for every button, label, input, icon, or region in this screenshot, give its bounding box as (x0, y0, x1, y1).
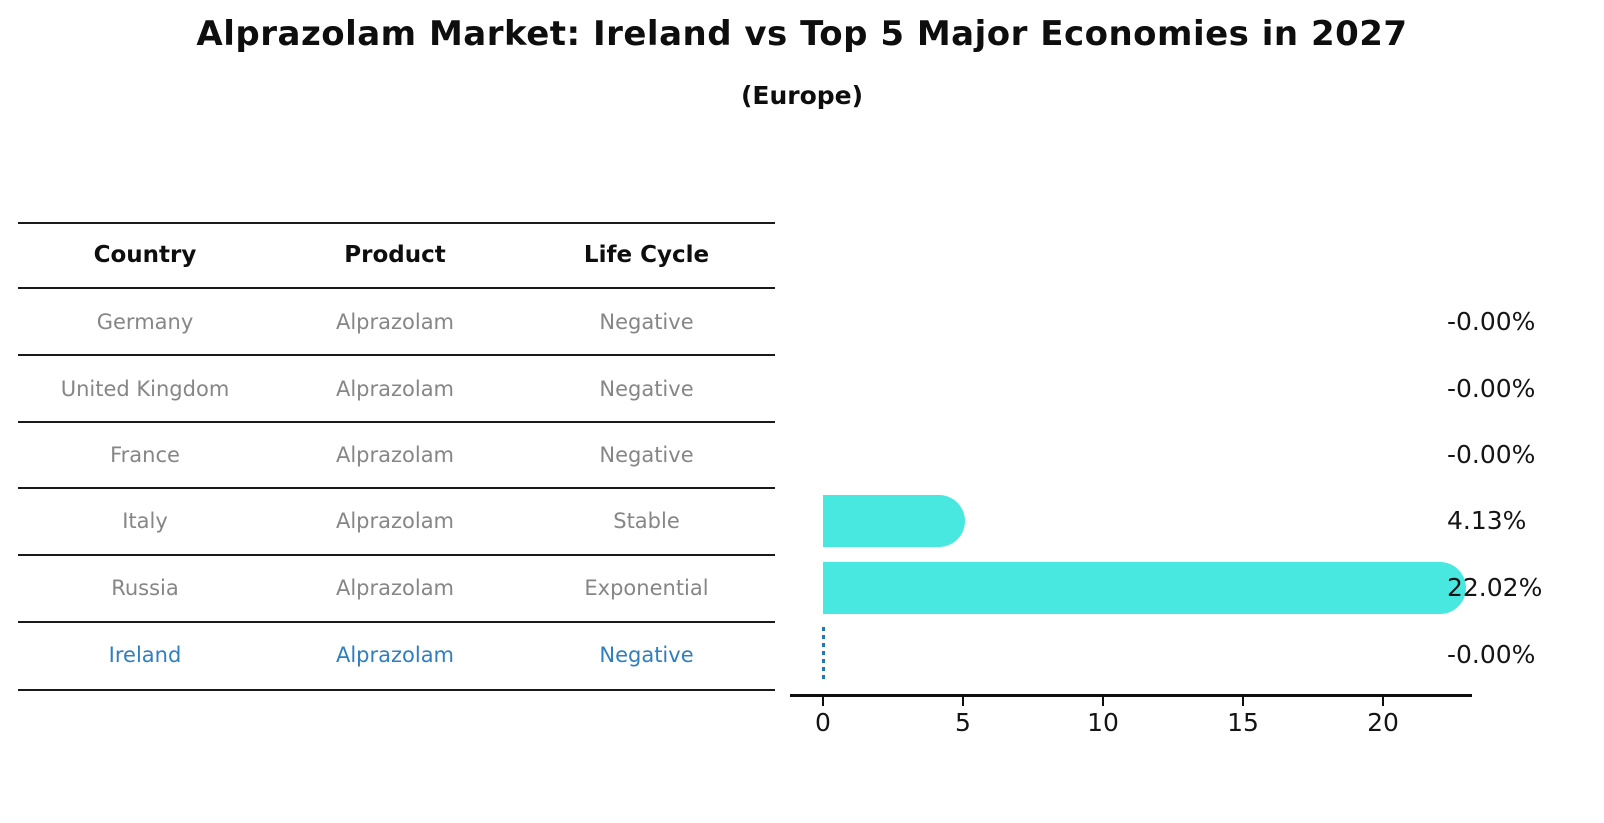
x-tick-label: 5 (955, 708, 971, 737)
x-tick (822, 695, 824, 706)
header-product: Product (344, 242, 446, 268)
cell-product: Alprazolam (335, 377, 455, 401)
table-row-ireland: Ireland Alprazolam Negative (18, 640, 775, 670)
value-label: -0.00% (1447, 374, 1536, 403)
cell-product: Alprazolam (335, 576, 455, 600)
table-row-germany: Germany Alprazolam Negative (18, 307, 775, 337)
cell-life-cycle: Stable (613, 509, 680, 533)
cell-life-cycle: Negative (599, 643, 694, 667)
table-row-france: France Alprazolam Negative (18, 440, 775, 470)
cell-product: Alprazolam (335, 310, 455, 334)
table-top-rule (18, 222, 775, 224)
x-tick-label: 10 (1087, 708, 1119, 737)
x-tick-label: 0 (815, 708, 831, 737)
x-tick (1102, 695, 1104, 706)
table-row-rule (18, 621, 775, 623)
bar-italy (823, 495, 965, 547)
cell-country: Italy (122, 509, 168, 533)
table-row-russia: Russia Alprazolam Exponential (18, 573, 775, 603)
value-label: 22.02% (1447, 573, 1543, 602)
cell-product: Alprazolam (335, 443, 455, 467)
header-country: Country (93, 242, 197, 268)
x-axis-line (790, 694, 1472, 697)
chart-subtitle: (Europe) (740, 81, 864, 110)
x-tick-label: 15 (1227, 708, 1259, 737)
cell-country: Ireland (108, 643, 182, 667)
zero-marker-dotted-line (821, 627, 825, 683)
cell-life-cycle: Negative (599, 443, 694, 467)
value-label: -0.00% (1447, 307, 1536, 336)
cell-product: Alprazolam (335, 643, 455, 667)
table-row-united-kingdom: United Kingdom Alprazolam Negative (18, 374, 775, 404)
bar-russia (823, 562, 1466, 614)
table-header-row: Country Product Life Cycle (18, 240, 775, 270)
table-row-rule (18, 421, 775, 423)
cell-country: United Kingdom (60, 377, 230, 401)
cell-life-cycle: Negative (599, 310, 694, 334)
table-row-rule (18, 487, 775, 489)
value-label: -0.00% (1447, 640, 1536, 669)
x-tick (1242, 695, 1244, 706)
cell-country: Germany (96, 310, 194, 334)
chart-title: Alprazolam Market: Ireland vs Top 5 Majo… (196, 14, 1408, 54)
x-tick (1382, 695, 1384, 706)
value-label: 4.13% (1447, 506, 1527, 535)
table-row-italy: Italy Alprazolam Stable (18, 506, 775, 536)
cell-life-cycle: Exponential (584, 576, 709, 600)
table-row-rule (18, 354, 775, 356)
table-header-rule (18, 287, 775, 289)
cell-country: Russia (111, 576, 179, 600)
x-tick (962, 695, 964, 706)
table-bottom-rule (18, 689, 775, 691)
table-row-rule (18, 554, 775, 556)
x-tick-label: 20 (1367, 708, 1399, 737)
cell-life-cycle: Negative (599, 377, 694, 401)
value-label: -0.00% (1447, 440, 1536, 469)
header-life-cycle: Life Cycle (583, 242, 710, 268)
cell-country: France (110, 443, 180, 467)
cell-product: Alprazolam (335, 509, 455, 533)
